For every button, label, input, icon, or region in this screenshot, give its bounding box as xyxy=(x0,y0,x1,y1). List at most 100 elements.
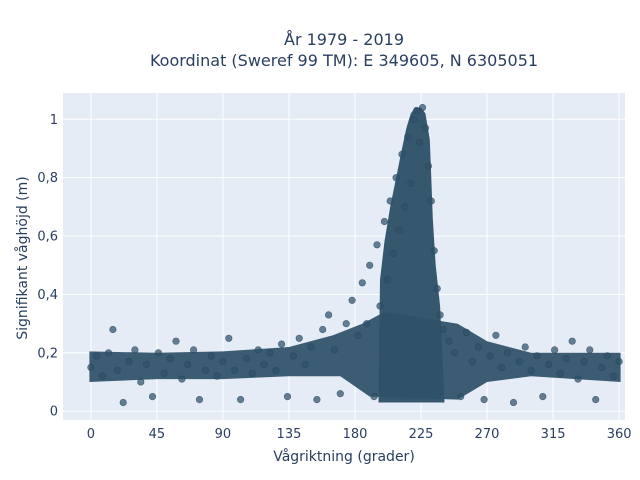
scatter-point xyxy=(272,366,280,375)
y-tick-label: 0,6 xyxy=(37,230,58,245)
scatter-point xyxy=(370,393,378,401)
scatter-point xyxy=(436,311,444,319)
scatter-point xyxy=(119,398,127,407)
scatter-point xyxy=(125,358,133,366)
scatter-point xyxy=(427,197,435,205)
scatter-point xyxy=(373,241,381,249)
y-tick-label: 1 xyxy=(50,113,58,128)
scatter-point xyxy=(166,355,174,363)
scatter-point xyxy=(225,334,233,342)
scatter-point xyxy=(386,197,394,205)
scatter-point xyxy=(87,363,95,372)
scatter-point xyxy=(457,393,465,401)
scatter-point xyxy=(301,360,309,369)
scatter-point xyxy=(160,369,168,377)
scatter-point xyxy=(615,358,623,366)
scatter-point xyxy=(462,328,471,337)
scatter-point xyxy=(93,352,101,360)
scatter-point xyxy=(354,331,362,339)
scatter-point xyxy=(504,349,512,357)
scatter-point xyxy=(237,396,245,404)
scatter-point xyxy=(592,396,600,404)
scatter-point xyxy=(313,396,321,404)
scatter-point xyxy=(445,337,453,345)
x-tick-label: 0 xyxy=(87,427,95,442)
scatter-point xyxy=(143,360,151,369)
scatter-point xyxy=(609,372,617,380)
scatter-point xyxy=(260,360,268,369)
scatter-peak xyxy=(378,107,445,403)
scatter-point xyxy=(307,343,315,351)
scatter-points xyxy=(87,103,623,407)
y-tick-labels: 0 0,2 0,4 0,6 0,8 1 xyxy=(37,113,58,420)
scatter-point xyxy=(421,124,430,132)
scatter-point xyxy=(137,378,145,386)
scatter-point xyxy=(424,162,433,170)
scatter-point xyxy=(207,352,215,360)
scatter-point xyxy=(392,174,400,182)
scatter-point xyxy=(231,366,239,375)
scatter-point xyxy=(178,375,186,383)
scatter-point xyxy=(527,366,535,375)
x-tick-label: 270 xyxy=(475,427,500,442)
scatter-point xyxy=(539,393,547,401)
scatter-point xyxy=(172,337,180,345)
scatter-point xyxy=(486,352,494,360)
scatter-point xyxy=(568,337,576,345)
scatter-point xyxy=(545,360,553,369)
scatter-point xyxy=(342,320,350,328)
y-axis-title: Signifikant våghöjd (m) xyxy=(14,176,31,339)
scatter-point xyxy=(410,115,418,123)
scatter-point xyxy=(468,358,477,366)
scatter-point xyxy=(580,358,588,366)
scatter-point xyxy=(201,366,209,375)
scatter-point xyxy=(550,346,559,354)
scatter-point xyxy=(556,369,565,377)
scatter-point xyxy=(336,390,344,398)
x-tick-label: 180 xyxy=(343,427,368,442)
scatter-point xyxy=(586,346,594,354)
scatter-point xyxy=(395,226,403,234)
x-tick-label: 90 xyxy=(215,427,232,442)
scatter-point xyxy=(283,393,292,401)
scatter-point xyxy=(184,360,192,369)
scatter-point xyxy=(574,375,582,383)
x-tick-label: 225 xyxy=(409,427,434,442)
x-tick-label: 315 xyxy=(541,427,566,442)
scatter-point xyxy=(366,261,374,269)
scatter-point xyxy=(498,363,506,372)
scatter-point xyxy=(416,139,424,147)
scatter-point xyxy=(219,358,227,366)
chart-subtitle: Koordinat (Sweref 99 TM): E 349605, N 63… xyxy=(150,51,538,70)
scatter-point xyxy=(348,296,356,304)
x-tick-label: 45 xyxy=(149,427,166,442)
scatter-point xyxy=(418,103,427,112)
scatter-point xyxy=(325,311,333,319)
scatter-point xyxy=(213,372,221,380)
scatter-point xyxy=(521,343,529,351)
scatter-point xyxy=(562,355,570,363)
scatter-point xyxy=(248,369,256,377)
y-tick-label: 0,4 xyxy=(37,288,58,303)
scatter-point xyxy=(330,346,339,354)
scatter-point xyxy=(195,396,204,404)
y-tick-label: 0,8 xyxy=(37,171,58,186)
scatter-point xyxy=(266,349,274,357)
scatter-point xyxy=(380,217,389,226)
scatter-point xyxy=(401,203,409,211)
scatter-point xyxy=(407,179,415,188)
scatter-point xyxy=(404,133,412,141)
scatter-point xyxy=(295,334,303,342)
scatter-point xyxy=(109,325,117,334)
scatter-band xyxy=(89,312,621,400)
x-tick-label: 135 xyxy=(277,427,302,442)
scatter-point xyxy=(113,366,121,375)
scatter-point xyxy=(289,352,298,360)
scatter-point xyxy=(98,372,107,380)
scatter-point xyxy=(254,346,262,354)
scatter-point xyxy=(439,325,447,334)
scatter-point xyxy=(376,302,384,310)
scatter-point xyxy=(433,285,441,293)
